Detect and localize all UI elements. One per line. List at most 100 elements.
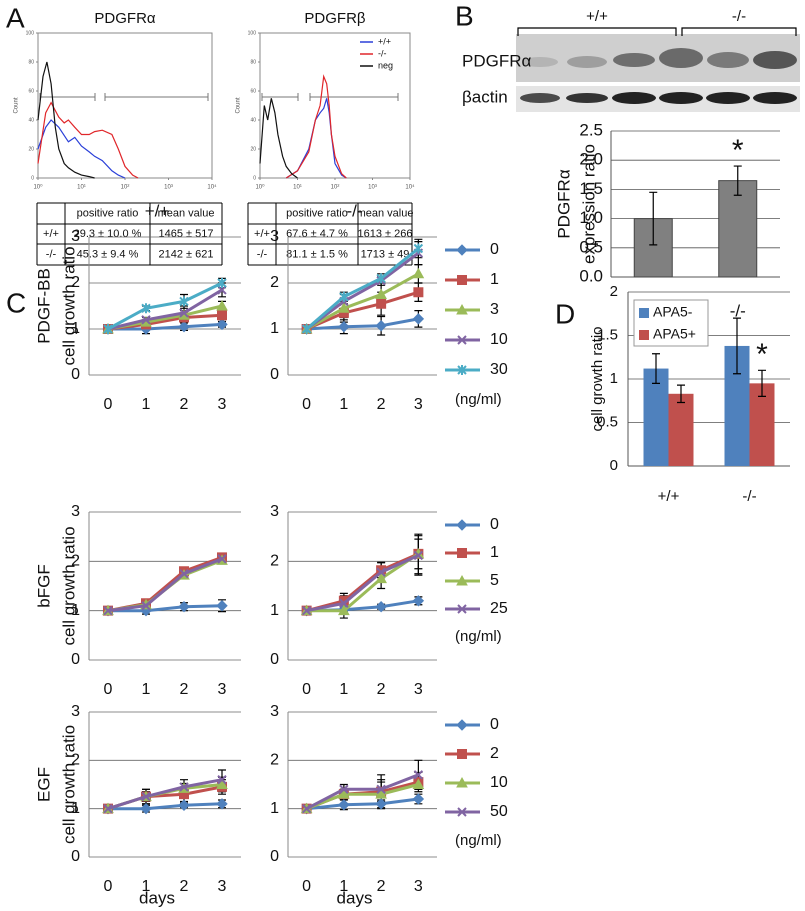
y-tick-label: 1: [71, 800, 80, 817]
legend-label: +/+: [378, 36, 391, 46]
x-tick-label: 10³: [164, 185, 173, 191]
error-bar: [652, 353, 660, 384]
series-line: [108, 802, 223, 811]
marker: [217, 310, 227, 321]
marker: [375, 788, 387, 799]
x-tick-label: 0: [104, 681, 113, 698]
series-line: [306, 554, 420, 613]
y-axis-label: EGF: [34, 767, 53, 802]
marker: [216, 778, 228, 789]
marker: [217, 774, 227, 785]
x-tick-label: 0: [104, 396, 113, 413]
band: [566, 93, 608, 103]
marker: [456, 303, 468, 315]
error-bar: [733, 317, 741, 375]
y-tick-label: 0: [610, 457, 618, 474]
legend-swatch: [639, 308, 649, 318]
x-tick-label: 10²: [331, 185, 340, 191]
band: [520, 93, 560, 103]
marker: [216, 318, 228, 331]
legend-label: 0: [490, 241, 499, 258]
marker: [376, 273, 386, 284]
series-line: [305, 251, 420, 331]
marker: [376, 784, 386, 795]
x-tick-label: 1: [339, 681, 348, 698]
blot: +/+ -/- PDGFRα βactin: [462, 8, 800, 112]
y-tick-label: 60: [28, 88, 34, 94]
x-tick-label: 2: [377, 681, 386, 698]
series-line: [107, 288, 223, 331]
marker: [456, 244, 468, 256]
panel-label: C: [6, 287, 26, 318]
y-axis-label: Count: [14, 97, 20, 113]
y-tick-label: 0: [31, 175, 34, 181]
legend-label: 10: [490, 774, 508, 791]
marker: [412, 778, 425, 789]
x-tick-label: 3: [218, 878, 227, 895]
series-line: [107, 281, 223, 331]
marker: [178, 601, 190, 613]
marker: [413, 287, 424, 298]
group-label: -/-: [732, 8, 746, 25]
marker: [179, 308, 189, 318]
gate-marker: [104, 93, 209, 101]
x-tick-label: 3: [218, 681, 227, 698]
y-tick-label: 2: [270, 553, 279, 570]
column-title: +/+: [145, 201, 170, 220]
density-line: [285, 98, 347, 179]
x-tick-label: 10⁰: [33, 184, 43, 191]
marker: [375, 320, 387, 332]
y-axis-label: PDGFRα: [554, 169, 573, 239]
x-tick-label: 1: [339, 396, 348, 413]
marker: [339, 598, 349, 608]
marker: [338, 302, 350, 313]
significance-mark: *: [756, 338, 768, 371]
x-tick-label: 10³: [368, 185, 377, 191]
marker: [141, 791, 151, 802]
y-tick-label: 20: [250, 146, 256, 152]
table-cell: 29.3 ± 10.0 %: [74, 228, 142, 240]
marker: [141, 303, 151, 314]
blot-row-label: PDGFRα: [462, 51, 532, 70]
x-tick-label: 10¹: [293, 185, 302, 191]
marker: [413, 550, 424, 561]
legend-label: 5: [490, 572, 499, 589]
error-bar: [677, 384, 685, 404]
x-axis-label: days: [337, 888, 373, 907]
band: [567, 56, 607, 68]
x-tick-label: 2: [180, 878, 189, 895]
y-tick-label: 1: [71, 602, 80, 619]
legend-label: 25: [490, 600, 508, 617]
y-tick-label: 1: [270, 602, 279, 619]
error-bar: [649, 191, 658, 246]
legend-label: APA5+: [653, 326, 696, 342]
x-tick-label: 10⁴: [207, 184, 217, 191]
marker: [178, 320, 190, 333]
marker: [301, 803, 312, 814]
gate-marker: [309, 93, 399, 101]
series-line: [305, 272, 420, 331]
series-line: [306, 552, 420, 613]
marker: [338, 799, 350, 811]
y-tick-label: 80: [28, 59, 34, 65]
legend-label: 0: [490, 716, 499, 733]
y-axis-label: cell growth ratio: [59, 725, 78, 844]
marker: [103, 605, 113, 616]
band: [613, 53, 655, 67]
y-tick-label: 0: [71, 366, 80, 383]
band: [707, 52, 749, 68]
panel-label: A: [6, 2, 25, 33]
table-header: mean value: [158, 207, 215, 219]
y-tick-label: 0.0: [579, 266, 603, 285]
y-axis-label: cell growth ratio: [589, 326, 606, 431]
gate-marker: [261, 93, 299, 101]
table-cell: 2142 ± 621: [159, 248, 214, 260]
x-tick-label: 0: [302, 681, 311, 698]
marker: [339, 291, 349, 302]
density-line: [37, 101, 139, 179]
marker: [457, 604, 467, 614]
series-line: [306, 290, 419, 331]
group-label: +/+: [586, 8, 608, 25]
marker: [456, 574, 468, 586]
y-tick-label: 0: [270, 651, 279, 668]
